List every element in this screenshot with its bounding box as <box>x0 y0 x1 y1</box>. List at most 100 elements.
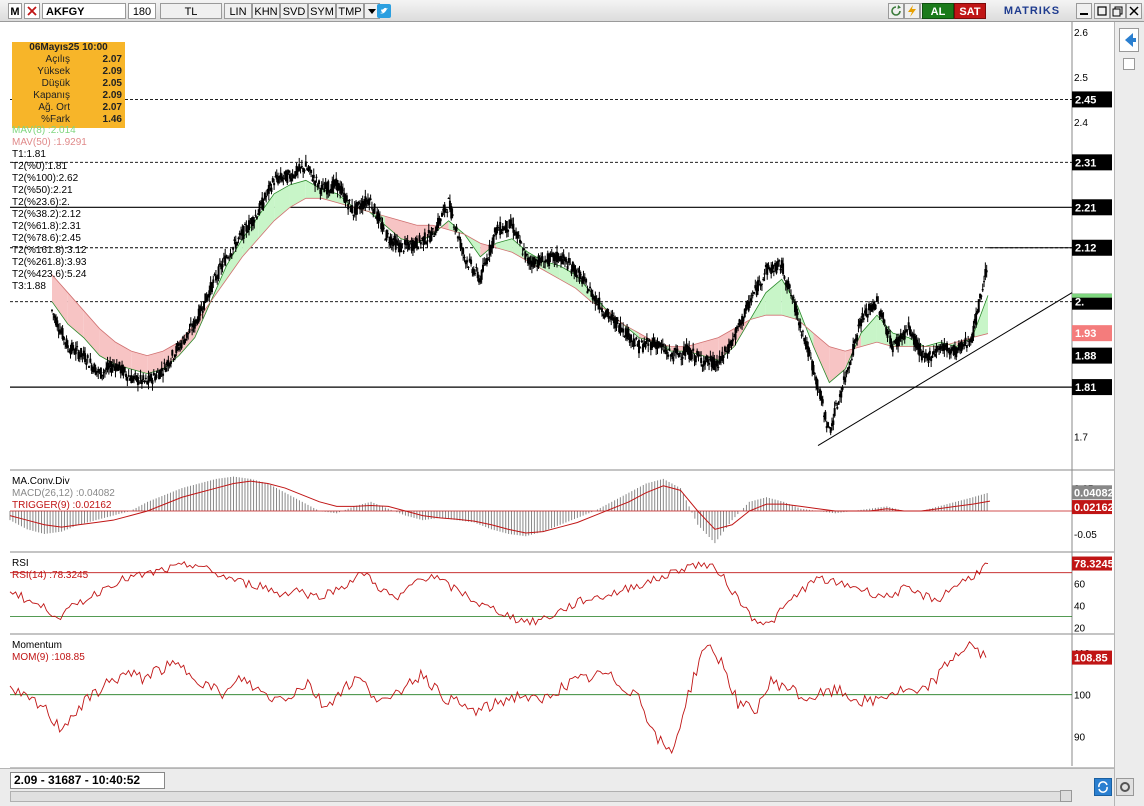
candle-body <box>981 289 984 291</box>
candle-body <box>513 232 516 236</box>
restore-icon[interactable] <box>1110 3 1126 19</box>
candle-body <box>205 296 208 301</box>
candle-body <box>566 265 569 270</box>
symbol-input[interactable]: AKFGY <box>42 3 126 19</box>
mav-fill-band <box>385 216 402 239</box>
twitter-icon[interactable] <box>376 3 392 19</box>
candle-body <box>516 232 519 239</box>
lin-button[interactable]: LIN <box>224 3 252 19</box>
candle-body <box>727 343 730 353</box>
candle-body <box>431 227 434 230</box>
candle-body <box>594 296 597 305</box>
settings-icon[interactable] <box>1116 778 1134 796</box>
candle-body <box>805 341 808 350</box>
candle-body <box>622 328 625 333</box>
candle-body <box>578 270 581 282</box>
candle-body <box>366 199 369 205</box>
sym-button[interactable]: SYM <box>308 3 336 19</box>
macd-legend: MACD(26,12) :0.04082 <box>12 488 115 499</box>
candle-body <box>742 317 745 322</box>
close-icon[interactable] <box>24 3 40 19</box>
candle-body <box>340 186 343 194</box>
candle-body <box>927 353 930 364</box>
candle-body <box>538 257 541 262</box>
candle-body <box>540 257 543 264</box>
candle-body <box>213 274 216 276</box>
candle-body <box>322 183 325 185</box>
candle-body <box>302 168 305 173</box>
info-row-open: Açılış 2.07 <box>12 54 125 66</box>
candle-body <box>755 287 758 296</box>
candle-body <box>154 376 157 381</box>
candle-body <box>368 198 371 205</box>
candle-body <box>62 337 65 340</box>
panel-toggle-icon[interactable] <box>1123 58 1135 70</box>
mav-fill-band <box>765 279 782 316</box>
candle-body <box>129 378 131 381</box>
info-label: Açılış <box>45 54 70 65</box>
candle-body <box>869 305 872 311</box>
candle-body <box>126 377 129 382</box>
buy-button[interactable]: AL <box>922 3 954 19</box>
khn-button[interactable]: KHN <box>252 3 280 19</box>
candle-body <box>521 253 524 255</box>
candle-body <box>577 268 580 270</box>
candle-body <box>729 341 732 346</box>
momentum-title: Momentum <box>12 640 63 651</box>
lightning-icon[interactable] <box>904 3 920 19</box>
candle-body <box>753 292 755 294</box>
minimize-icon[interactable] <box>1076 3 1092 19</box>
candle-body <box>489 245 492 253</box>
candle-body <box>844 377 847 383</box>
panel-background <box>10 23 1072 468</box>
candle-body <box>612 317 615 324</box>
candle-body <box>497 229 500 231</box>
candle-body <box>66 345 69 348</box>
candle-body <box>553 253 556 262</box>
maximize-icon[interactable] <box>1094 3 1110 19</box>
currency-button[interactable]: TL <box>160 3 222 19</box>
candle-body <box>774 263 777 267</box>
svd-button[interactable]: SVD <box>280 3 308 19</box>
candle-body <box>481 264 484 272</box>
candle-body <box>630 334 633 343</box>
candle-body <box>832 420 835 425</box>
period-input[interactable]: 180 <box>128 3 156 19</box>
horizontal-scrollbar[interactable] <box>10 791 1070 802</box>
brand-logo: MATRIKS <box>1003 5 1061 17</box>
candle-body <box>767 265 770 269</box>
candle-body <box>423 232 426 244</box>
candle-body <box>759 283 762 287</box>
candle-body <box>882 318 885 323</box>
candle-body <box>807 346 810 357</box>
candle-body <box>288 174 291 179</box>
candle-body <box>474 273 477 275</box>
tmp-button[interactable]: TMP <box>336 3 364 19</box>
candle-body <box>295 165 298 176</box>
vertical-scrollbar[interactable] <box>1114 22 1144 806</box>
candle-body <box>524 251 527 260</box>
candle-body <box>676 348 679 354</box>
refresh-icon[interactable] <box>888 3 904 19</box>
candle-body <box>914 336 917 347</box>
matriks-logo[interactable]: M <box>8 3 22 19</box>
mav-fill-band <box>289 180 306 208</box>
info-value: 2.07 <box>102 102 122 113</box>
scroll-right-arrow-icon[interactable] <box>1060 790 1072 802</box>
sell-button[interactable]: SAT <box>954 3 986 19</box>
close-window-icon[interactable] <box>1126 3 1142 19</box>
candle-body <box>233 239 236 241</box>
candle-body <box>319 189 322 194</box>
level-label-bg <box>1072 154 1112 171</box>
sync-icon[interactable] <box>1094 778 1112 796</box>
candle-body <box>604 310 607 317</box>
candle-body <box>138 382 141 384</box>
candle-body <box>113 365 116 367</box>
candle-body <box>862 317 865 320</box>
candle-body <box>185 332 188 338</box>
candle-body <box>780 260 783 268</box>
scroll-left-arrow-icon[interactable] <box>1119 28 1139 52</box>
candle-body <box>709 356 712 361</box>
mav-fill-band <box>876 315 893 347</box>
chart-canvas[interactable]: 2.6 2.5 2.4 1.7 2.45 2.31 2.21 2.12 2. 1.88 1.81 1.… <box>0 0 1114 768</box>
